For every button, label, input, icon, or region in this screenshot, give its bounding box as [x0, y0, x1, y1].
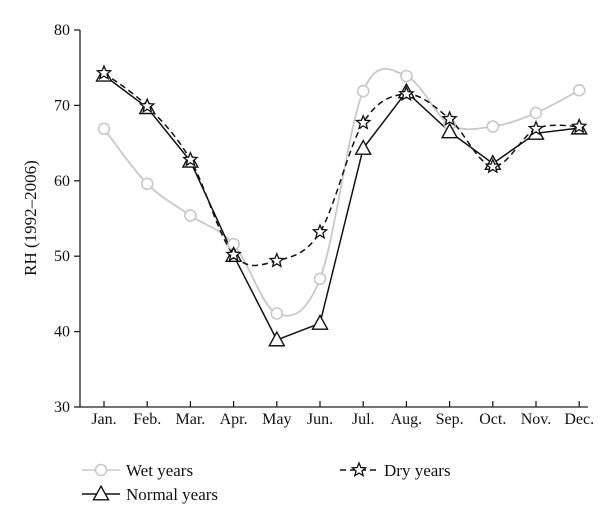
point-dry-years-may [268, 251, 286, 268]
point-wet-years-may [270, 307, 284, 320]
point-normal-years-jun [311, 314, 329, 330]
legend-item-dry-years: Dry years [340, 461, 451, 480]
x-tick-label-apr: Apr. [220, 411, 248, 428]
series-points-normal-years [95, 65, 588, 347]
x-tick-label-jun: Jun. [307, 411, 333, 428]
point-dry-years-nov [527, 120, 545, 136]
x-tick-label-mar: Mar. [176, 411, 206, 428]
x-tick-label-dec: Dec. [564, 411, 594, 428]
point-dry-years-aug [398, 85, 415, 102]
series-markers [95, 64, 588, 347]
legend: Wet years Normal years Dry years [82, 461, 451, 504]
point-normal-years-sep [440, 122, 459, 139]
legend-label-wet-years: Wet years [126, 461, 193, 480]
legend-label-dry-years: Dry years [384, 461, 451, 480]
series-lines [103, 67, 580, 341]
point-wet-years-dec [572, 84, 586, 97]
point-dry-years-apr [225, 245, 242, 262]
point-dry-years-jun [311, 223, 329, 240]
x-tick-label-feb: Feb. [133, 411, 161, 428]
y-ticks: 30 40 50 60 70 80 [54, 22, 80, 416]
point-wet-years-jul [356, 84, 370, 98]
y-tick-label-80: 80 [54, 22, 70, 39]
point-wet-years-aug [400, 69, 413, 83]
point-wet-years-feb [140, 177, 154, 191]
legend-item-wet-years: Wet years [82, 461, 193, 480]
point-dry-years-mar [182, 150, 199, 167]
x-tick-label-jul: Jul. [352, 411, 375, 428]
series-line-normal-years [103, 74, 580, 341]
point-dry-years-dec [570, 117, 588, 134]
x-tick-label-oct: Oct. [479, 411, 506, 428]
x-tick-label-aug: Aug. [391, 411, 423, 428]
x-ticks: Jan. Feb. Mar. Apr. May Jun. Jul. Aug. Sep. Oct. N… [91, 401, 594, 428]
point-dry-years-jan [95, 64, 113, 81]
point-wet-years-jan [97, 122, 111, 136]
x-tick-label-jan: Jan. [91, 411, 116, 428]
y-tick-label-30: 30 [54, 399, 70, 416]
point-wet-years-jun [313, 272, 327, 286]
legend-marker-dry-years [350, 461, 368, 478]
y-tick-label-60: 60 [54, 173, 70, 190]
point-dry-years-oct [484, 157, 502, 174]
legend-marker-wet-years [94, 463, 108, 477]
y-tick-label-50: 50 [54, 248, 70, 265]
y-axis-title: RH (1992–2006) [21, 160, 40, 276]
series-points-dry-years [95, 64, 588, 268]
point-wet-years-nov [529, 106, 543, 120]
legend-item-normal-years: Normal years [82, 484, 218, 504]
series-line-wet-years [103, 67, 580, 317]
point-wet-years-oct [486, 120, 500, 133]
point-dry-years-sep [441, 110, 458, 127]
point-dry-years-jul [354, 114, 372, 130]
y-tick-label-40: 40 [54, 324, 70, 341]
x-tick-label-nov: Nov. [521, 411, 552, 428]
y-tick-label-70: 70 [54, 97, 70, 114]
legend-label-normal-years: Normal years [126, 485, 218, 504]
legend-marker-normal-years [92, 484, 110, 501]
x-tick-label-sep: Sep. [436, 411, 464, 428]
point-wet-years-mar [184, 209, 197, 222]
point-normal-years-may [268, 330, 286, 347]
point-dry-years-feb [138, 97, 156, 114]
x-tick-label-may: May [262, 411, 291, 428]
series-points-wet-years [97, 69, 586, 320]
axes [79, 30, 588, 408]
point-normal-years-jul [354, 139, 372, 155]
